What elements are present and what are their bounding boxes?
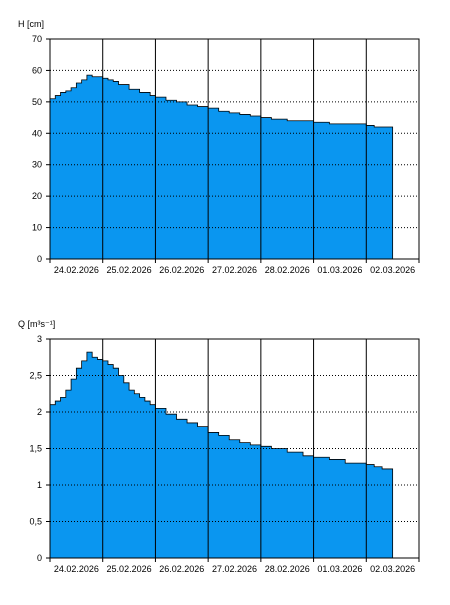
chart1-ytick-label-0: 0 [37,254,42,264]
chart1-ytick-label-4: 40 [32,128,42,138]
chart2-ytick-label-4: 2 [37,407,42,417]
chart1-xtick-label-2: 26.02.2026 [159,265,204,275]
chart2-ytick-label-3: 1,5 [29,444,42,454]
chart1-xtick-label-5: 01.03.2026 [317,265,362,275]
chart1-ytick-label-2: 20 [32,191,42,201]
chart2-xtick-label-2: 26.02.2026 [159,564,204,574]
chart2-ytick-label-0: 0 [37,553,42,563]
chart2-series-area [49,351,394,559]
chart2-ytick-label-6: 3 [37,334,42,344]
chart1-xtick-label-6: 02.03.2026 [370,265,415,275]
chart1-xtick-label-4: 28.02.2026 [265,265,310,275]
chart2-ytick-label-5: 2,5 [29,371,42,381]
chart2-xtick-label-4: 28.02.2026 [265,564,310,574]
chart2-xtick-label-3: 27.02.2026 [212,564,257,574]
chart2-ylabel: Q [m³s⁻¹] [18,319,55,329]
chart2-ytick-label-1: 0,5 [29,517,42,527]
chart1-ytick-label-5: 50 [32,97,42,107]
chart1-ytick-label-1: 10 [32,223,42,233]
chart1-ytick-label-6: 60 [32,65,42,75]
chart2-ytick-label-2: 1 [37,480,42,490]
chart1-frame [49,38,420,260]
chart1-ytick-label-7: 70 [32,34,42,44]
chart1-ylabel: H [cm] [18,19,44,29]
chart1-ytick-label-3: 30 [32,160,42,170]
chart1-xtick-label-0: 24.02.2026 [54,265,99,275]
chart1-xtick-label-1: 25.02.2026 [107,265,152,275]
chart2-xtick-label-6: 02.03.2026 [370,564,415,574]
chart2-xtick-label-5: 01.03.2026 [317,564,362,574]
chart1-xtick-label-3: 27.02.2026 [212,265,257,275]
chart2-xtick-label-0: 24.02.2026 [54,564,99,574]
chart2-xtick-label-1: 25.02.2026 [107,564,152,574]
